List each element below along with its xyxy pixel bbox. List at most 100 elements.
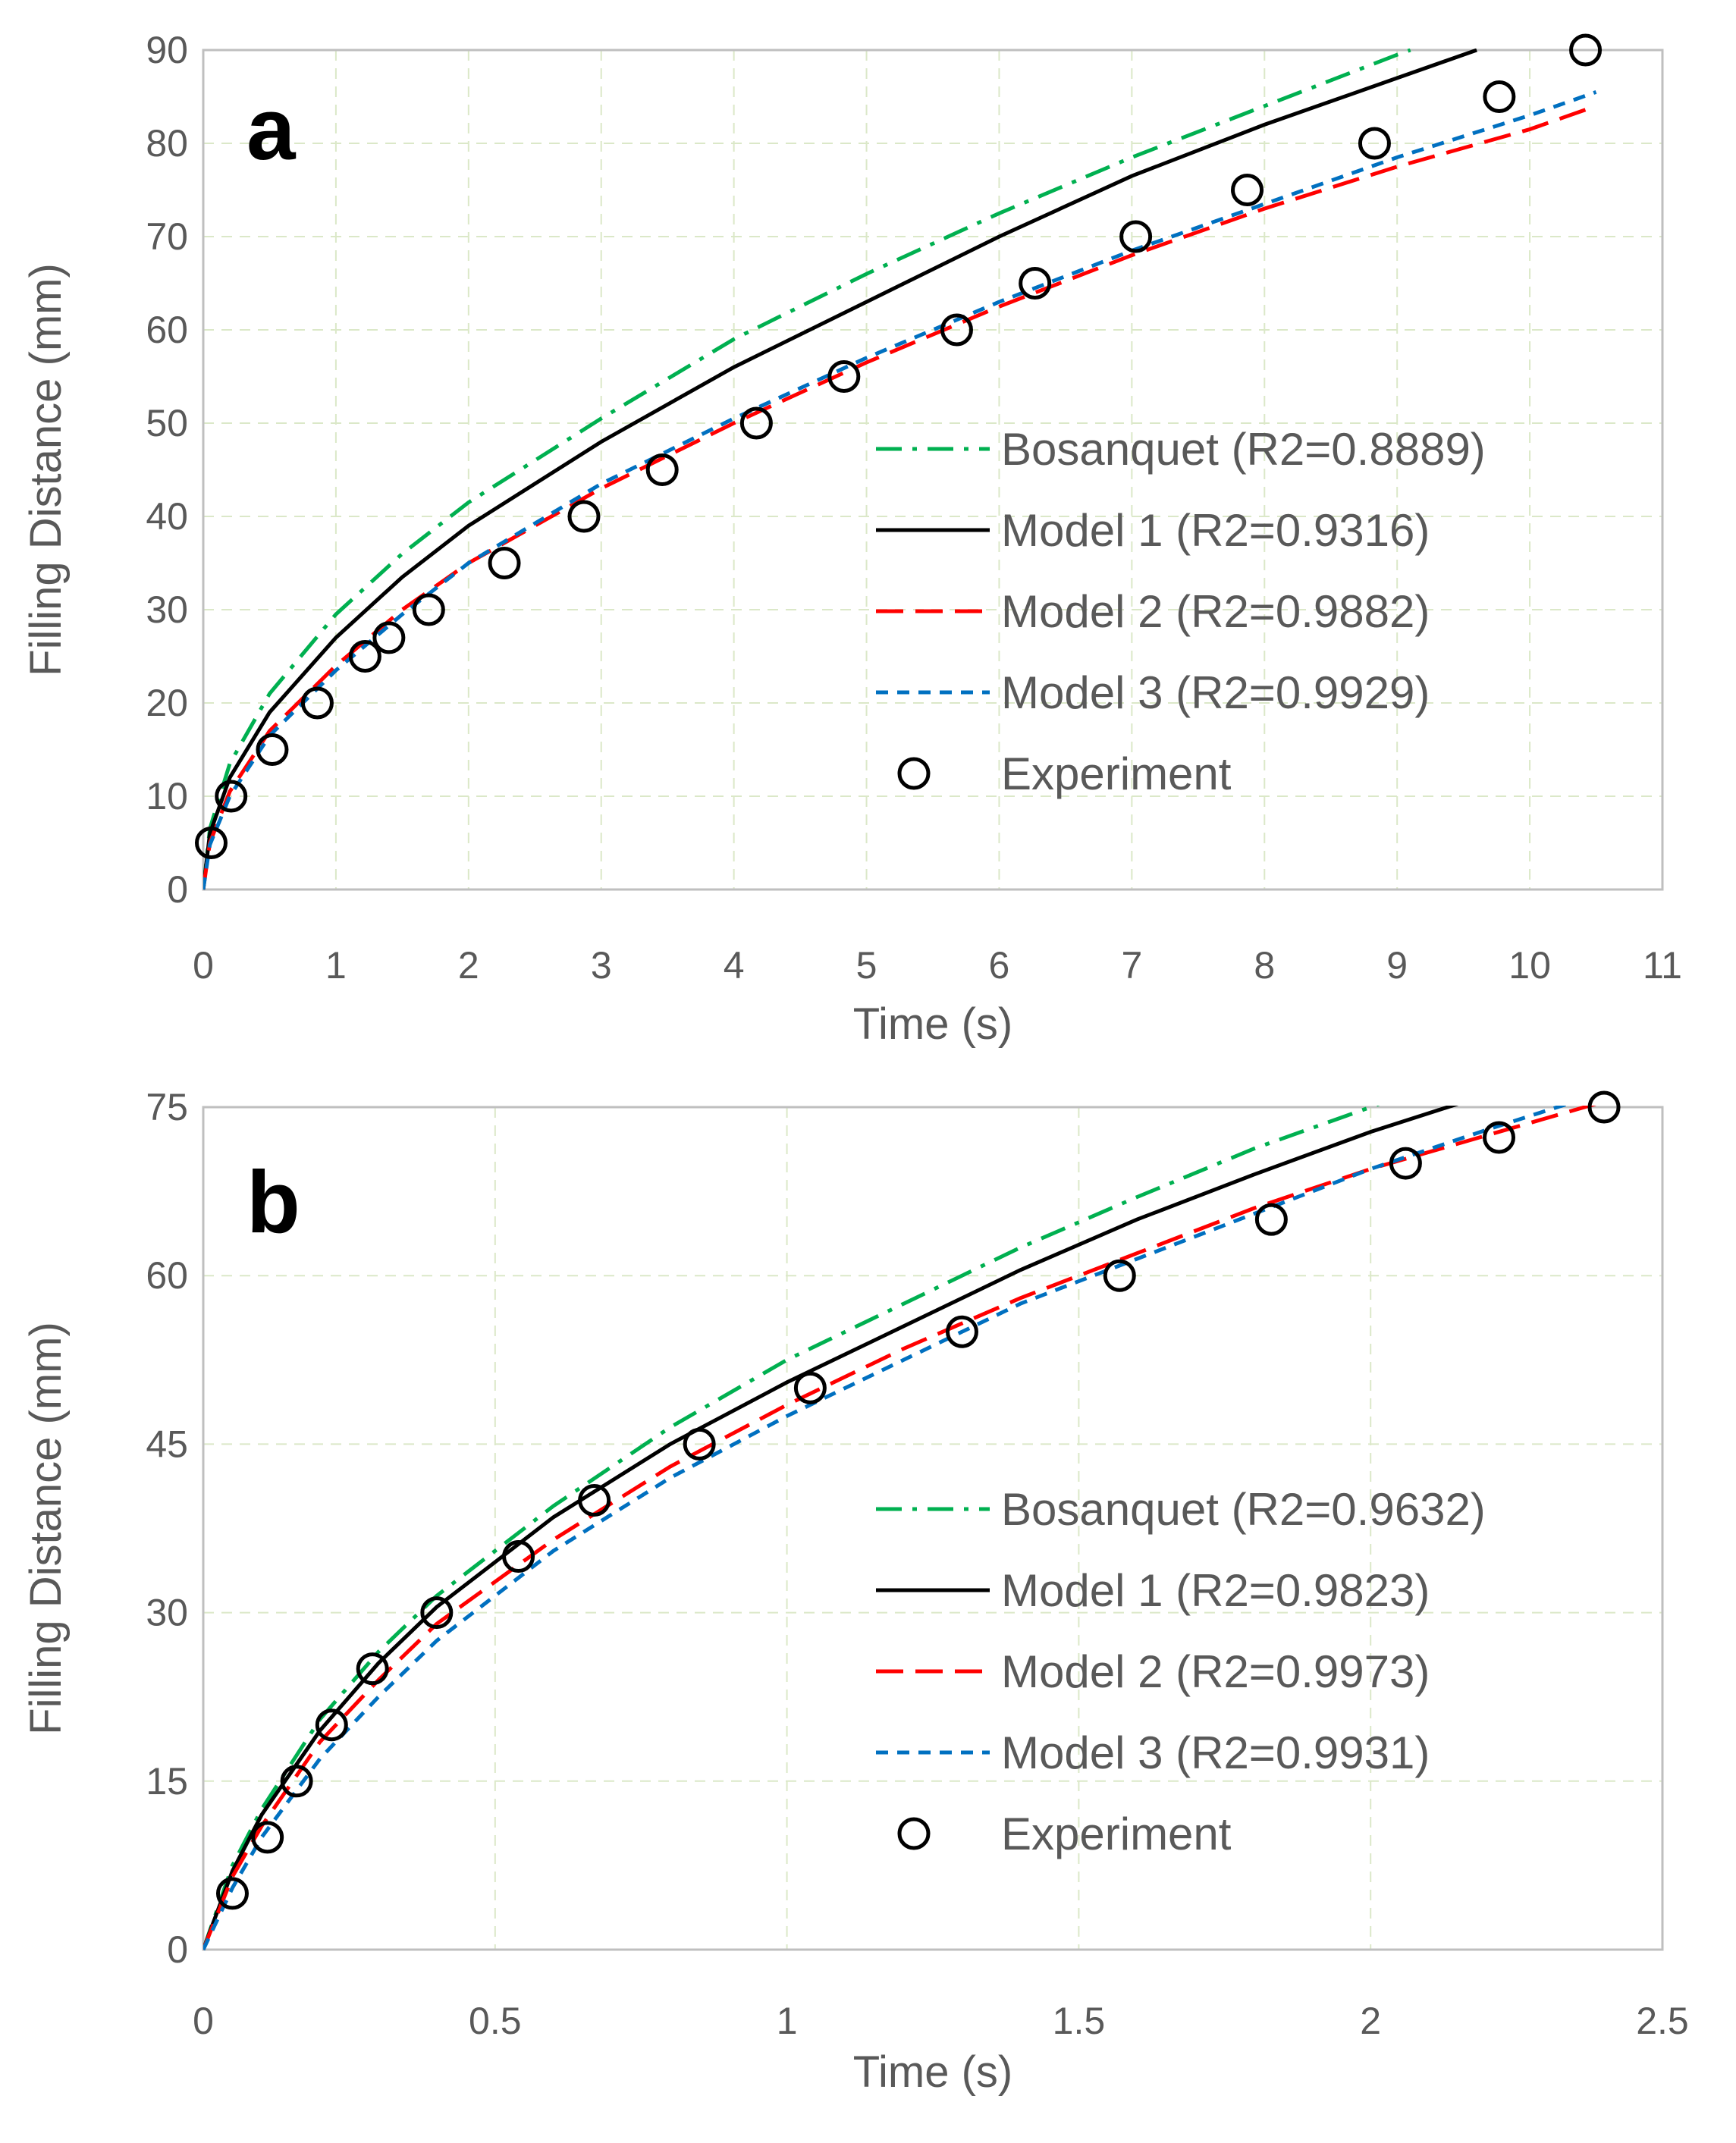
experiment-marker (683, 1427, 716, 1461)
experiment-marker (1103, 1259, 1136, 1292)
plot-area-frame (202, 49, 1664, 891)
x-tick-label: 0 (193, 944, 214, 987)
experiment-marker (1483, 1121, 1516, 1154)
legend-label: Model 3 (R2=0.9931) (1001, 1727, 1430, 1778)
x-tick-label: 3 (591, 944, 612, 987)
experiment-marker (827, 360, 861, 393)
chart-panel-a: 0 1 2 3 4 5 6 7 8 9 10 11 0 10 20 30 40 50 60 70 80 90 Time (s… (21, 29, 1682, 1049)
x-axis-label: Time (s) (853, 2047, 1012, 2097)
x-tick-label: 0 (193, 2000, 214, 2042)
x-tick-label: 0.5 (469, 2000, 522, 2042)
x-tick-label: 4 (724, 944, 745, 987)
x-tick-label: 1 (325, 944, 347, 987)
y-axis-label: Filling Distance (mm) (21, 263, 71, 676)
y-tick-label: 75 (146, 1086, 188, 1128)
experiment-marker (1254, 1203, 1288, 1236)
y-tick-label: 45 (146, 1423, 188, 1465)
legend: Bosanquet (R2=0.8889) Model 1 (R2=0.9316)… (876, 424, 1486, 799)
chart-panel-b: 0 0.5 1 1.5 2 2.5 0 15 30 45 60 75 Time (s) Filling D… (21, 1086, 1689, 2097)
series-line-model-3-r2-0-9929 (203, 90, 1597, 890)
experiment-marker (194, 827, 228, 859)
panel-label: b (246, 1153, 300, 1251)
experiment-marker (945, 1315, 978, 1348)
y-tick-label: 10 (146, 775, 188, 817)
experiment-marker (215, 780, 248, 813)
x-tick-label: 5 (856, 944, 877, 987)
experiment-marker (215, 1877, 249, 1910)
experiment-marker (1358, 127, 1391, 160)
experiment-marker (1231, 174, 1264, 206)
experiment-marker (1569, 33, 1603, 67)
legend-label: Model 2 (R2=0.9973) (1001, 1646, 1430, 1697)
experiment-marker (348, 640, 381, 673)
experiment-marker (280, 1765, 313, 1798)
x-axis-label: Time (s) (853, 999, 1012, 1049)
experiment-marker (300, 686, 334, 720)
x-tick-label: 6 (989, 944, 1010, 987)
experiment-marker (1389, 1147, 1422, 1180)
experiment-marker (578, 1483, 611, 1517)
y-tick-label: 0 (167, 868, 188, 911)
legend-label: Model 3 (R2=0.9929) (1001, 667, 1430, 718)
y-tick-label: 15 (146, 1760, 188, 1803)
x-tick-label: 10 (1508, 944, 1551, 987)
experiment-marker (256, 733, 289, 766)
experiment-marker (1119, 220, 1153, 253)
panel-label: a (246, 80, 297, 178)
series-line-model-3-r2-0-9931 (203, 1106, 1568, 1951)
experiment-marker (645, 453, 679, 486)
x-tick-label: 2 (458, 944, 479, 987)
x-tick-label: 2 (1360, 2000, 1381, 2042)
legend-marker-experiment (897, 1817, 931, 1850)
x-tick-label: 1 (777, 2000, 798, 2042)
series-line-model-2-r2-0-9882 (203, 104, 1597, 890)
plot-area-frame (202, 1106, 1664, 1951)
experiment-marker (502, 1540, 535, 1574)
x-tick-label: 11 (1643, 944, 1682, 987)
legend-label: Model 2 (R2=0.9882) (1001, 586, 1430, 637)
legend-label: Experiment (1001, 1809, 1232, 1859)
experiment-marker (739, 406, 773, 440)
legend-label: Model 1 (R2=0.9823) (1001, 1565, 1430, 1616)
experiment-marker (372, 621, 406, 654)
y-tick-label: 70 (146, 215, 188, 258)
experiment-marker (1483, 80, 1516, 113)
series-line-model-1-r2-0-9823 (203, 1106, 1459, 1950)
experiment-marker (420, 1596, 454, 1630)
y-tick-label: 60 (146, 309, 188, 351)
y-tick-label: 40 (146, 495, 188, 538)
x-tick-label: 1.5 (1053, 2000, 1106, 2042)
legend-label: Bosanquet (R2=0.8889) (1001, 424, 1486, 475)
experiment-marker (1587, 1090, 1621, 1124)
legend: Bosanquet (R2=0.9632) Model 1 (R2=0.9823)… (876, 1484, 1486, 1859)
legend-label: Model 1 (R2=0.9316) (1001, 505, 1430, 556)
experiment-marker (251, 1821, 284, 1854)
y-tick-label: 60 (146, 1254, 188, 1297)
series-experiment (194, 33, 1603, 859)
series-line-model-2-r2-0-9973 (203, 1106, 1597, 1950)
experiment-marker (315, 1708, 348, 1742)
series-line-model-1-r2-0-9316 (203, 49, 1477, 890)
legend-marker-experiment (897, 757, 931, 790)
y-tick-label: 30 (146, 588, 188, 631)
y-axis-label: Filling Distance (mm) (21, 1322, 71, 1735)
y-tick-label: 90 (146, 29, 188, 71)
experiment-marker (567, 500, 601, 533)
y-tick-label: 80 (146, 122, 188, 165)
x-tick-label: 9 (1386, 944, 1408, 987)
experiment-marker (356, 1652, 389, 1686)
x-tick-label: 2.5 (1636, 2000, 1689, 2042)
experiment-marker (1019, 267, 1052, 300)
experiment-marker (793, 1371, 827, 1404)
series-line-bosanquet-r2-0-8889 (203, 49, 1411, 890)
experiment-marker (940, 313, 973, 347)
y-tick-label: 20 (146, 682, 188, 724)
y-tick-label: 0 (167, 1928, 188, 1971)
y-tick-label: 30 (146, 1592, 188, 1634)
experiment-marker (488, 547, 521, 579)
experiment-marker (412, 593, 445, 626)
legend-label: Experiment (1001, 748, 1232, 799)
legend-label: Bosanquet (R2=0.9632) (1001, 1484, 1486, 1535)
y-tick-label: 50 (146, 402, 188, 444)
